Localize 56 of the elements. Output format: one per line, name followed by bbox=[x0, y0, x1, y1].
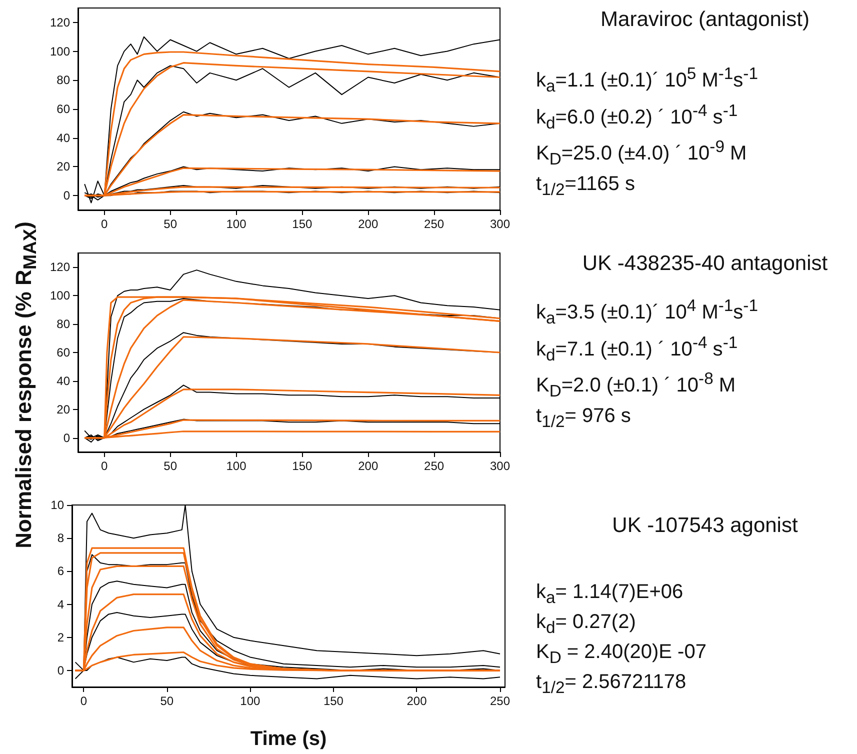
text: K$_{D}$=25.0 (±4.0) ´ 10$^{-9}$ M bbox=[536, 136, 748, 171]
text: k$_{d}$=7.1 (±0.1) ´ 10$^{-4}$ s$^{-1}$ bbox=[536, 332, 739, 366]
y-tick-label: 20 bbox=[56, 402, 70, 416]
y-tick-label: 40 bbox=[56, 374, 70, 388]
text: k$_{d}$= 0.27(2) bbox=[536, 610, 637, 639]
text: K$_{D}$ = 2.40(20)E -07 bbox=[536, 640, 708, 669]
text: UK -107543 agonist bbox=[611, 513, 799, 539]
text: k$_{a}$= 1.14(7)E+06 bbox=[536, 580, 684, 609]
y-tick-label: 100 bbox=[50, 44, 70, 58]
text: t$_{1/2}$=1165 s bbox=[536, 172, 636, 201]
y-tick-label: 0 bbox=[57, 663, 64, 678]
x-axis-title: Time (s) bbox=[250, 728, 327, 750]
x-tick-label: 200 bbox=[406, 694, 428, 708]
x-tick-label: 0 bbox=[101, 217, 108, 231]
y-tick-label: 20 bbox=[56, 160, 70, 174]
y-tick-label: 8 bbox=[57, 531, 64, 546]
x-tick-label: 200 bbox=[358, 217, 378, 231]
x-tick-label: 100 bbox=[240, 694, 261, 708]
x-tick-label: 150 bbox=[323, 694, 344, 708]
x-tick-label: 50 bbox=[160, 694, 174, 708]
y-tick-label: 100 bbox=[50, 288, 70, 303]
text: t$_{1/2}$= 2.56721178 bbox=[536, 670, 688, 699]
y-tick-label: 4 bbox=[57, 597, 64, 612]
x-tick-label: 0 bbox=[101, 459, 108, 473]
x-tick-label: 200 bbox=[358, 459, 378, 473]
x-tick-label: 50 bbox=[164, 217, 178, 231]
x-tick-label: 250 bbox=[424, 217, 444, 231]
y-tick-label: 0 bbox=[63, 430, 70, 445]
text: t$_{1/2}$= 976 s bbox=[536, 404, 632, 433]
y-tick-label: 2 bbox=[57, 630, 64, 644]
text: UK -438235-40 antagonist bbox=[581, 251, 829, 277]
x-tick-label: 250 bbox=[490, 694, 510, 708]
y-tick-label: 6 bbox=[57, 564, 64, 578]
y-tick-label: 0 bbox=[63, 188, 70, 203]
x-tick-label: 250 bbox=[424, 459, 444, 473]
x-tick-label: 150 bbox=[292, 217, 313, 231]
x-tick-label: 150 bbox=[292, 459, 313, 473]
x-tick-label: 100 bbox=[226, 459, 247, 473]
text: k$_{d}$=6.0 (±0.2) ´ 10$^{-4}$ s$^{-1}$ bbox=[536, 100, 739, 134]
x-tick-label: 50 bbox=[164, 459, 178, 473]
x-tick-label: 0 bbox=[80, 694, 88, 708]
y-tick-label: 60 bbox=[56, 346, 70, 360]
text: k$_{a}$=3.5 (±0.1)´ 10$^{4}$ M$^{-1}$s$^{-1}$ bbox=[536, 295, 759, 330]
x-tick-label: 300 bbox=[490, 217, 510, 231]
x-tick-label: 100 bbox=[226, 217, 247, 231]
text: K$_{D}$=2.0 (±0.1) ´ 10$^{-8}$ M bbox=[536, 368, 737, 403]
y-tick-label: 120 bbox=[50, 260, 70, 274]
text: Maraviroc (antagonist) bbox=[600, 7, 810, 33]
y-tick-label: 120 bbox=[50, 15, 70, 30]
y-tick-label: 80 bbox=[56, 317, 70, 332]
y-tick-label: 40 bbox=[56, 130, 70, 145]
x-tick-label: 300 bbox=[490, 459, 510, 473]
y-tick-label: 10 bbox=[50, 498, 64, 512]
y-tick-label: 60 bbox=[56, 102, 70, 116]
text: k$_{a}$=1.1 (±0.1)´ 10$^{5}$ M$^{-1}$s$^{-1}$ bbox=[536, 63, 759, 98]
y-tick-label: 80 bbox=[56, 73, 70, 88]
